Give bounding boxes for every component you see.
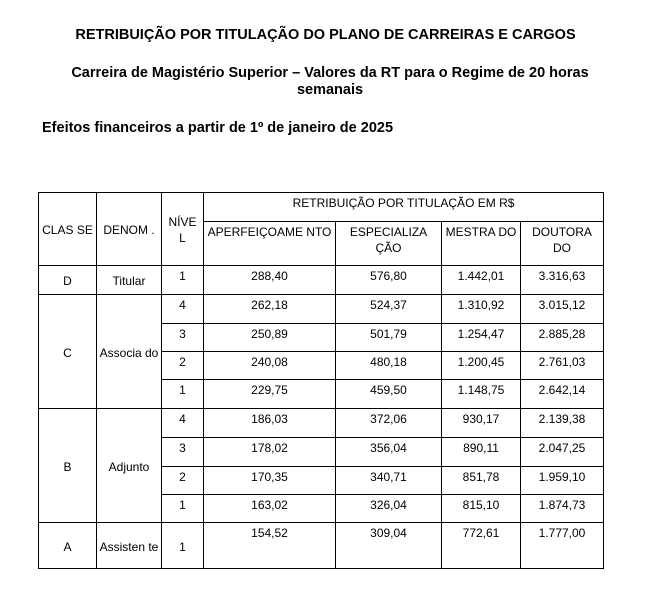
header-doutorado: DOUTORA DO [520, 221, 604, 266]
cell-mestr: 772,61 [441, 522, 521, 569]
header-nivel: NÍVE L [161, 192, 204, 266]
cell-aperf: 170,35 [203, 466, 336, 495]
cell-dout: 3.015,12 [520, 294, 604, 324]
cell-aperf: 288,40 [203, 265, 336, 295]
cell-nivel: 3 [161, 323, 204, 352]
cell-nivel: 4 [161, 408, 204, 438]
cell-espec: 459,50 [335, 379, 442, 409]
cell-classe: C [38, 294, 97, 409]
cell-espec: 501,79 [335, 323, 442, 352]
table-row: 3 250,89 501,79 1.254,47 2.885,28 [39, 323, 604, 352]
cell-denominacao: Titular [96, 265, 162, 295]
cell-espec: 576,80 [335, 265, 442, 295]
header-denominacao: DENOM . [96, 192, 162, 266]
cell-mestr: 930,17 [441, 408, 521, 438]
cell-mestr: 851,78 [441, 466, 521, 495]
cell-nivel: 1 [161, 379, 204, 409]
header-aperfeicoamento: APERFEIÇOAME NTO [203, 221, 336, 266]
document-title: RETRIBUIÇÃO POR TITULAÇÃO DO PLANO DE CA… [75, 27, 576, 43]
cell-dout: 1.874,73 [520, 494, 604, 523]
cell-dout: 2.885,28 [520, 323, 604, 352]
table-row: 2 170,35 340,71 851,78 1.959,10 [39, 466, 604, 495]
cell-aperf: 229,75 [203, 379, 336, 409]
cell-nivel: 1 [161, 265, 204, 295]
header-group: RETRIBUIÇÃO POR TITULAÇÃO EM R$ [203, 192, 604, 222]
cell-nivel: 1 [161, 494, 204, 523]
cell-dout: 2.642,14 [520, 379, 604, 409]
cell-nivel: 1 [161, 522, 204, 569]
cell-aperf: 154,52 [203, 522, 336, 569]
header-classe: CLAS SE [38, 192, 97, 266]
cell-aperf: 240,08 [203, 351, 336, 380]
cell-mestr: 1.148,75 [441, 379, 521, 409]
cell-espec: 524,37 [335, 294, 442, 324]
cell-mestr: 1.442,01 [441, 265, 521, 295]
cell-mestr: 1.310,92 [441, 294, 521, 324]
effective-date-note: Efeitos financeiros a partir de 1º de ja… [42, 120, 394, 136]
header-especializacao: ESPECIALIZA ÇÃO [335, 221, 442, 266]
table-row: C Associa do 4 262,18 524,37 1.310,92 3.015,12 [38, 294, 604, 409]
cell-mestr: 815,10 [441, 494, 521, 523]
cell-dout: 2.139,38 [520, 408, 604, 438]
cell-aperf: 250,89 [203, 323, 336, 352]
cell-espec: 480,18 [335, 351, 442, 380]
cell-classe: A [38, 522, 97, 569]
cell-espec: 309,04 [335, 522, 442, 569]
table-row: B Adjunto 4 186,03 372,06 930,17 2.139,38 [38, 408, 604, 523]
cell-dout: 1.959,10 [520, 466, 604, 495]
table-row: A Assisten te 1 154,52 309,04 772,61 1.777,00 [38, 522, 604, 569]
cell-denominacao: Assisten te [96, 522, 162, 569]
cell-classe: D [38, 265, 97, 295]
retribution-table: CLAS SE DENOM . NÍVE L RETRIBUIÇÃO POR T… [38, 192, 604, 569]
cell-dout: 2.047,25 [520, 437, 604, 467]
cell-nivel: 3 [161, 437, 204, 467]
cell-aperf: 163,02 [203, 494, 336, 523]
cell-dout: 3.316,63 [520, 265, 604, 295]
table-row: 1 163,02 326,04 815,10 1.874,73 [39, 494, 604, 523]
table-row: D Titular 1 288,40 576,80 1.442,01 3.316,63 [38, 265, 604, 295]
cell-espec: 372,06 [335, 408, 442, 438]
cell-aperf: 186,03 [203, 408, 336, 438]
table-row: 3 178,02 356,04 890,11 2.047,25 [39, 437, 604, 467]
cell-mestr: 1.254,47 [441, 323, 521, 352]
cell-nivel: 4 [161, 294, 204, 324]
table-row: 1 229,75 459,50 1.148,75 2.642,14 [39, 379, 604, 409]
table-row: 2 240,08 480,18 1.200,45 2.761,03 [39, 351, 604, 380]
cell-aperf: 262,18 [203, 294, 336, 324]
cell-nivel: 2 [161, 466, 204, 495]
cell-aperf: 178,02 [203, 437, 336, 467]
cell-dout: 2.761,03 [520, 351, 604, 380]
cell-espec: 326,04 [335, 494, 442, 523]
cell-espec: 356,04 [335, 437, 442, 467]
cell-denominacao: Adjunto [96, 408, 162, 523]
header-mestrado: MESTRA DO [441, 221, 521, 266]
cell-espec: 340,71 [335, 466, 442, 495]
cell-mestr: 1.200,45 [441, 351, 521, 380]
cell-dout: 1.777,00 [520, 522, 604, 569]
document-subtitle: Carreira de Magistério Superior – Valore… [71, 65, 589, 98]
cell-classe: B [38, 408, 97, 523]
cell-denominacao: Associa do [96, 294, 162, 409]
cell-nivel: 2 [161, 351, 204, 380]
cell-mestr: 890,11 [441, 437, 521, 467]
